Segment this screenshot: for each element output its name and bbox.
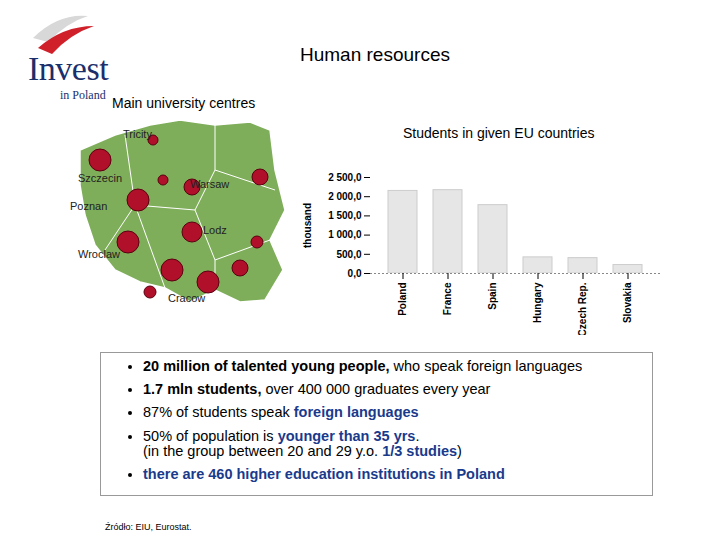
svg-text:500,0: 500,0 — [336, 249, 361, 260]
html-text:Main university centres: Main university centres — [112, 95, 256, 111]
svg-text:1 500,0: 1 500,0 — [328, 210, 362, 221]
svg-text:Slovakia: Slovakia — [622, 282, 633, 323]
svg-text:Warsaw: Warsaw — [190, 178, 229, 190]
svg-text:Spain: Spain — [487, 283, 498, 310]
svg-text:Lodz: Lodz — [203, 224, 227, 236]
svg-text:Czech Rep.: Czech Rep. — [577, 282, 588, 335]
svg-text:2 000,0: 2 000,0 — [328, 191, 362, 202]
html-text:50% of population is younger t: 50% of population is younger than 35 yrs… — [143, 427, 420, 444]
html-text:Invest: Invest — [28, 50, 109, 87]
svg-text:Poznan: Poznan — [70, 200, 107, 212]
svg-text:thousand: thousand — [302, 203, 313, 248]
html-text:Students in given EU countries: Students in given EU countries — [403, 125, 595, 141]
html-text:20 million of talented young p: 20 million of talented young people, who… — [143, 358, 583, 374]
svg-text:1 000,0: 1 000,0 — [328, 229, 362, 240]
svg-text:Wroclaw: Wroclaw — [78, 248, 120, 260]
svg-text:Cracow: Cracow — [168, 292, 205, 304]
svg-text:Hungary: Hungary — [532, 282, 543, 323]
html-text:87% of students speak foreign: 87% of students speak foreign languages — [143, 404, 419, 421]
svg-text:2 500,0: 2 500,0 — [328, 172, 362, 183]
svg-text:Poland: Poland — [397, 283, 408, 316]
svg-text:Szczecin: Szczecin — [78, 172, 122, 184]
html-text:in Poland: in Poland — [60, 88, 106, 102]
html-text:Źródło: EIU, Eurostat.: Źródło: EIU, Eurostat. — [105, 522, 192, 532]
html-text:Human resources: Human resources — [300, 44, 450, 65]
html-text:there are 460 higher education: there are 460 higher education instituti… — [143, 466, 505, 483]
html-text:(in the group between 20 and 2: (in the group between 20 and 29 y.o. 1/3… — [143, 442, 462, 459]
svg-text:Tricity: Tricity — [123, 128, 152, 140]
svg-text:0,0: 0,0 — [348, 268, 362, 279]
svg-text:France: France — [442, 282, 453, 315]
html-text:1.7 mln students, over 400 000: 1.7 mln students, over 400 000 graduates… — [143, 381, 491, 398]
